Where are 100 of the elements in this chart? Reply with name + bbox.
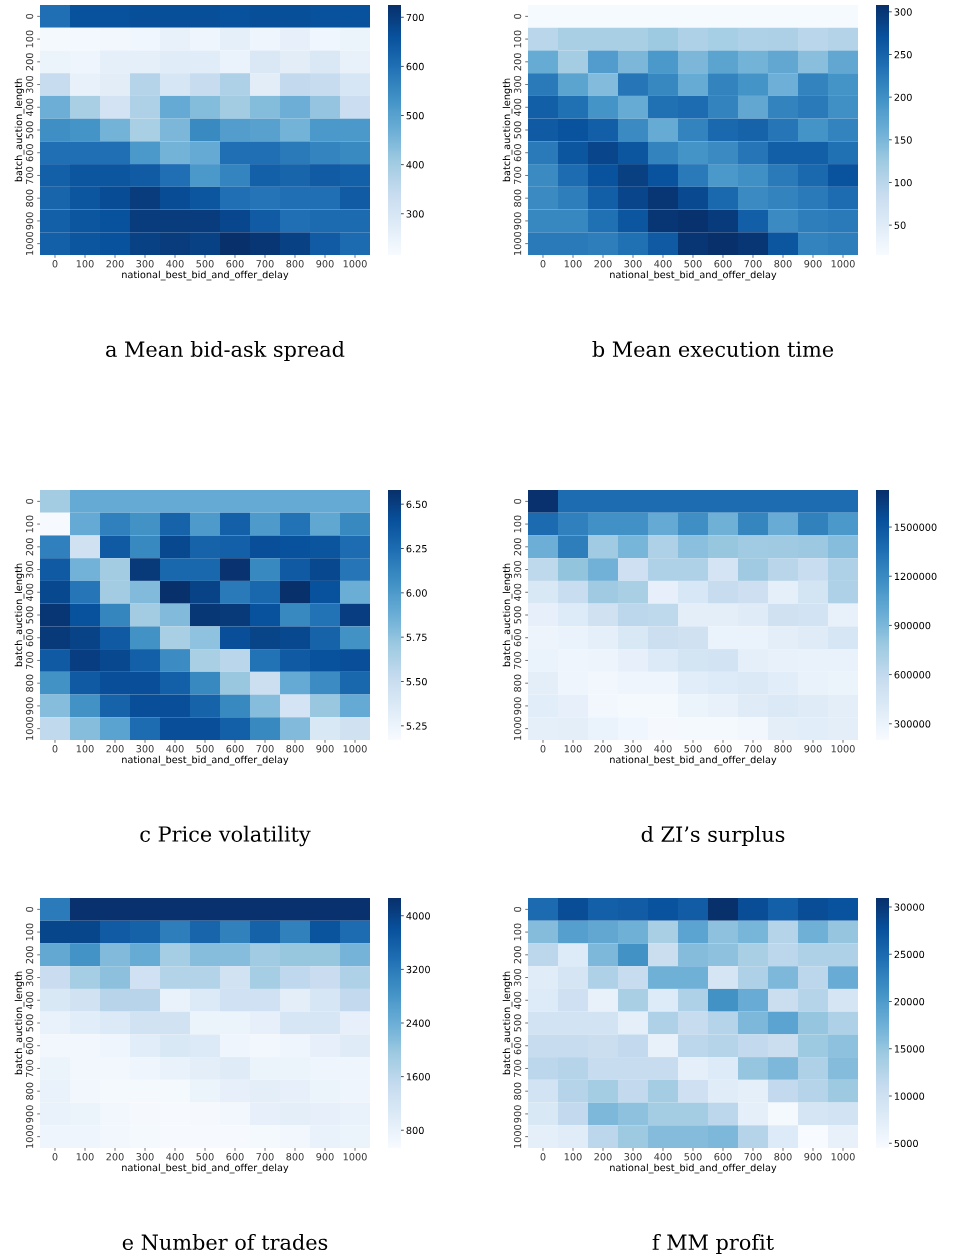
y-axis-title: batch_auction_length [14,563,25,667]
x-tick-label: 700 [256,1153,274,1161]
y-tick-label: 100 [25,30,34,48]
x-tick-label: 300 [136,745,154,753]
color-bar-label: 50 [894,221,906,229]
x-tick-label: 400 [166,260,184,268]
y-tick-label: 600 [25,1037,34,1055]
x-tick-label: 800 [774,745,792,753]
color-bar-label: 3200 [406,965,430,974]
color-bar-label: 20000 [894,997,925,1006]
y-tick-label: 100 [25,923,34,941]
color-bar-label: 5.75 [406,633,427,641]
y-tick-label: 800 [25,674,34,692]
x-tick-label: 100 [76,1153,94,1161]
color-bar-label: 300000 [894,720,931,728]
color-bar-label: 25000 [894,950,925,959]
x-tick-label: 800 [286,260,304,268]
x-tick-label: 500 [684,1153,702,1161]
x-tick-label: 0 [52,1153,58,1161]
y-tick-label: 100 [513,515,522,533]
x-tick-label: 800 [774,260,792,268]
x-tick-label: 500 [196,745,214,753]
y-tick-label: 300 [513,75,522,94]
x-tick-label: 700 [256,260,274,268]
color-bar-label: 800 [406,1126,424,1135]
x-tick-label: 600 [226,745,244,753]
y-tick-label: 700 [513,166,522,184]
y-tick-label: 900 [513,212,522,230]
y-tick-label: 800 [513,1082,522,1100]
x-tick-label: 100 [76,260,94,268]
y-tick-label: 700 [513,651,522,669]
y-tick-label: 200 [25,946,34,964]
y-tick-label: 500 [513,1014,522,1032]
x-tick-label: 800 [774,1153,792,1161]
x-axis-title: national_best_bid_and_offer_delay [122,270,289,281]
color-bar-label: 300 [406,210,424,218]
x-tick-label: 200 [594,260,612,268]
x-tick-label: 1000 [343,1153,367,1161]
color-bar-label: 100 [894,178,912,187]
y-axis-title: batch_auction_length [502,78,513,182]
color-bar-label: 700 [406,13,424,22]
text: f MM profit [652,1233,774,1255]
x-tick-label: 100 [564,260,582,268]
x-tick-label: 400 [166,745,184,753]
y-tick-label: 900 [25,697,34,715]
color-bar-label: 150 [894,136,912,144]
y-tick-label: 300 [513,560,522,579]
color-bar-label: 15000 [894,1045,925,1053]
y-tick-label: 900 [25,212,34,230]
x-tick-label: 500 [196,1153,214,1161]
x-tick-label: 600 [714,745,732,753]
x-tick-label: 100 [564,1153,582,1161]
color-bar-label: 5000 [894,1139,918,1148]
y-tick-label: 500 [25,121,34,139]
text: a Mean bid-ask spread [106,340,345,362]
x-tick-label: 200 [106,1153,124,1161]
color-bar-label: 1600 [406,1073,430,1081]
y-tick-label: 0 [25,498,34,504]
y-tick-label: 100 [25,515,34,533]
color-bar-label: 6.00 [406,589,427,597]
y-tick-label: 400 [513,583,522,602]
x-tick-label: 400 [654,745,672,753]
y-tick-label: 200 [25,538,34,556]
x-tick-label: 700 [744,745,762,753]
color-bar-label: 400 [406,161,424,169]
x-tick-label: 900 [804,1153,822,1161]
x-tick-label: 900 [316,745,334,753]
y-tick-label: 0 [513,498,522,504]
color-bar-label: 1500000 [894,523,937,531]
x-tick-label: 100 [564,745,582,753]
y-tick-label: 400 [513,98,522,117]
y-tick-label: 200 [513,53,522,71]
y-axis-title: batch_auction_length [14,78,25,182]
color-bar-label: 10000 [894,1092,925,1100]
x-tick-label: 1000 [831,745,855,753]
text: b Mean execution time [592,340,834,358]
x-axis-title: national_best_bid_and_offer_delay [610,755,777,766]
y-tick-label: 100 [513,30,522,48]
text: d ZI’s surplus [641,825,785,847]
y-tick-label: 400 [513,991,522,1010]
y-tick-label: 600 [513,1037,522,1055]
x-tick-label: 300 [624,260,642,268]
y-tick-label: 700 [25,1059,34,1077]
y-tick-label: 900 [25,1105,34,1123]
y-tick-label: 600 [25,144,34,162]
y-tick-label: 200 [513,946,522,964]
x-tick-label: 300 [624,745,642,753]
y-tick-label: 500 [25,1014,34,1032]
x-tick-label: 400 [654,260,672,268]
x-tick-label: 600 [714,1153,732,1161]
y-tick-label: 900 [513,697,522,715]
y-tick-label: 0 [25,13,34,19]
x-tick-label: 0 [540,260,546,268]
text: c Price volatility [140,825,311,847]
y-tick-label: 300 [25,75,34,94]
y-tick-label: 800 [25,189,34,207]
y-tick-label: 100 [513,923,522,941]
y-tick-label: 0 [513,13,522,19]
y-tick-label: 400 [25,583,34,602]
y-tick-label: 300 [25,560,34,579]
